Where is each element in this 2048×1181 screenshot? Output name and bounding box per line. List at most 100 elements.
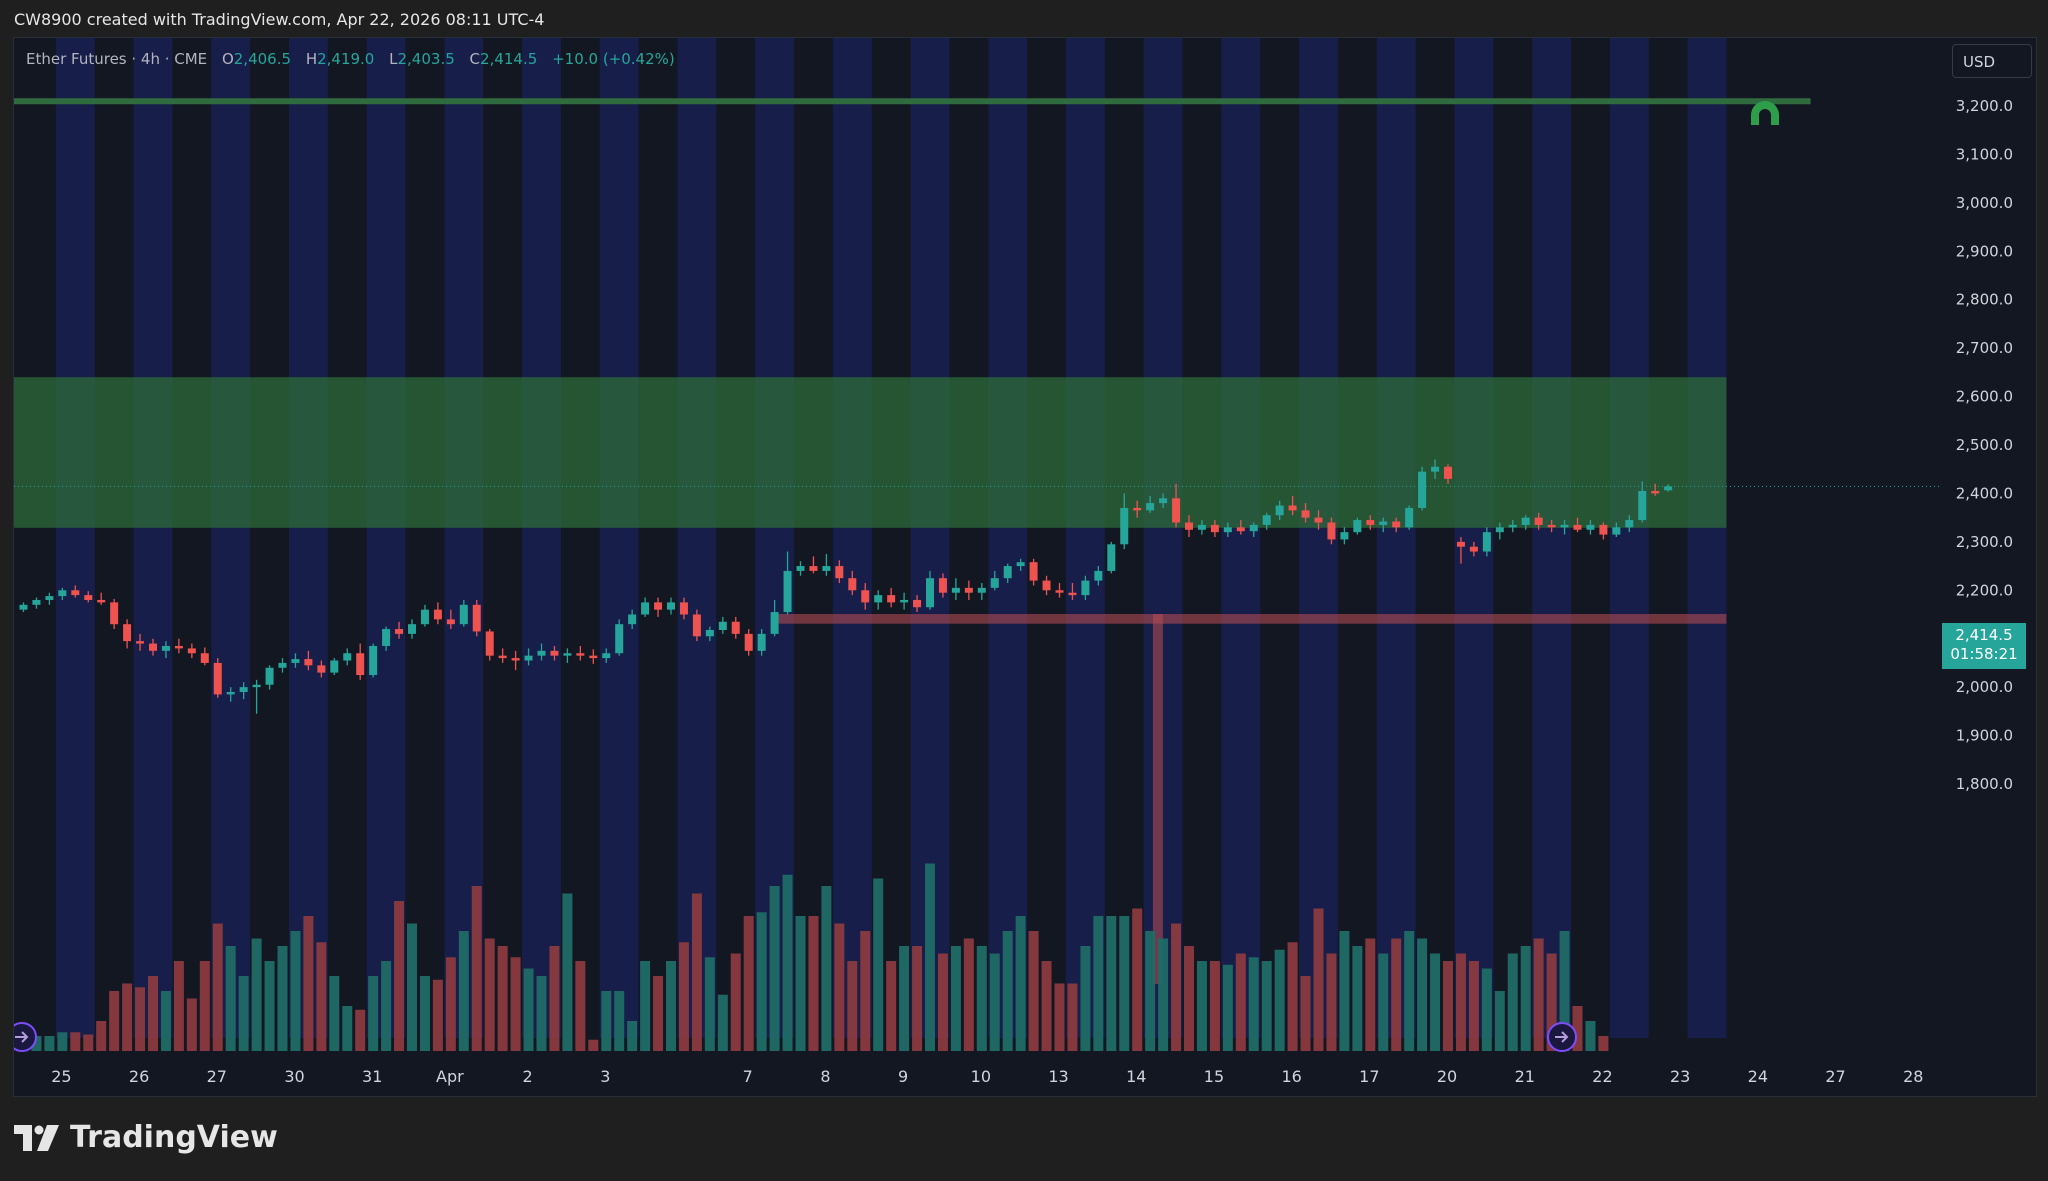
volume-bar [950, 946, 961, 1051]
candle-body [1159, 498, 1168, 504]
volume-bar [355, 1009, 366, 1051]
candle-body [317, 665, 326, 673]
candle-body [1288, 505, 1297, 511]
volume-bar [1572, 1006, 1583, 1051]
chart-pane[interactable]: 3,200.0 3,100.0 3,000.0 2,900.0 2,800.0 2,700… [13, 37, 2037, 1097]
time-tick-label: 28 [1903, 1067, 1923, 1086]
candle-body [654, 602, 663, 610]
volume-bar [1313, 908, 1324, 1051]
time-tick-label: 21 [1515, 1067, 1535, 1086]
replay-arrow-glyph [1555, 1031, 1569, 1043]
candle-body [58, 590, 67, 597]
volume-bar [1041, 961, 1052, 1051]
volume-bar [1158, 938, 1169, 1051]
price-axis [1940, 38, 2036, 1096]
candle-body [252, 684, 261, 688]
volume-bar [1209, 961, 1220, 1051]
bar-countdown: 01:58:21 [1950, 645, 2018, 663]
candle-body [938, 578, 947, 593]
candle-body [887, 595, 896, 603]
volume-bar [588, 1039, 599, 1051]
candle-body [718, 621, 727, 630]
currency-button[interactable]: USD [1952, 44, 2032, 78]
volume-bar [899, 946, 910, 1051]
time-tick-label: 25 [51, 1067, 71, 1086]
volume-bar [1391, 938, 1402, 1051]
candle-body [848, 578, 857, 591]
price-tick-label: 1,900.0 [1956, 727, 2013, 745]
session-band [677, 38, 717, 1038]
candle-body [1042, 580, 1051, 591]
candle-body [809, 566, 818, 571]
volume-bar [497, 946, 508, 1051]
volume-bar [562, 893, 573, 1051]
volume-bar [1352, 946, 1363, 1051]
candle-body [1482, 532, 1491, 552]
volume-bar [109, 991, 120, 1051]
candle-body [278, 662, 287, 668]
volume-bar [1468, 961, 1479, 1051]
volume-bar [1455, 953, 1466, 1051]
candle-body [913, 599, 922, 608]
supply-zone [14, 377, 1727, 528]
candle-body [408, 624, 416, 634]
session-band [1687, 38, 1727, 1038]
candle-body [1068, 592, 1077, 596]
volume-bar [83, 1034, 94, 1051]
price-chart[interactable]: 3,200.0 3,100.0 3,000.0 2,900.0 2,800.0 2,700… [14, 38, 2036, 1096]
volume-bar [1365, 938, 1376, 1051]
candle-body [433, 609, 442, 620]
candle-body [1651, 491, 1660, 494]
session-band [522, 38, 561, 1038]
time-axis [14, 1051, 2036, 1096]
volume-bar [1533, 938, 1544, 1051]
session-band [133, 38, 173, 1038]
volume-bar [523, 968, 534, 1051]
price-tick-label: 3,200.0 [1956, 97, 2013, 115]
candle-body [239, 687, 248, 692]
support-drop-line [1152, 614, 1163, 984]
time-tick-label: 2 [523, 1067, 533, 1086]
session-band [1532, 38, 1572, 1038]
volume-bar [1598, 1036, 1609, 1051]
volume-bar [458, 931, 469, 1051]
candle-body [1573, 524, 1582, 530]
volume-bar [1326, 953, 1337, 1051]
magnet-icon[interactable] [1751, 101, 1779, 125]
replay-arrow-icon[interactable] [14, 1022, 37, 1052]
volume-bar [199, 961, 210, 1051]
candle-body [1418, 471, 1427, 508]
volume-bar [627, 1021, 638, 1051]
candle-body [32, 599, 41, 605]
candle-body [395, 629, 404, 634]
tradingview-logo[interactable]: TradingView [14, 1120, 278, 1155]
volume-bar [1559, 931, 1570, 1051]
session-band [1065, 38, 1105, 1038]
volume-bar [1339, 931, 1350, 1051]
volume-bar [886, 961, 897, 1051]
time-tick-label: 13 [1048, 1067, 1068, 1086]
candle-body [951, 587, 960, 593]
time-tick-label: 30 [284, 1067, 304, 1086]
candle-body [446, 619, 455, 625]
candle-body [1547, 524, 1556, 528]
candle-body [1431, 466, 1440, 472]
candle-body [1249, 524, 1258, 532]
volume-bar [342, 1006, 353, 1051]
session-band [444, 38, 484, 1038]
candle-body [524, 655, 533, 661]
symbol-title[interactable]: Ether Futures · 4h · CME [26, 50, 208, 68]
volume-bar [1520, 946, 1531, 1051]
volume-bar [756, 912, 767, 1051]
time-tick-label: 20 [1437, 1067, 1457, 1086]
session-band [1609, 38, 1649, 1038]
replay-arrow-icon[interactable] [1547, 1022, 1577, 1052]
attribution-text: CW8900 created with TradingView.com, Apr… [14, 10, 545, 29]
volume-bar [1430, 953, 1441, 1051]
volume-bar [1015, 916, 1026, 1051]
candle-body [1262, 515, 1271, 525]
price-tick-label: 2,600.0 [1956, 388, 2013, 406]
volume-bar [912, 946, 923, 1051]
price-tick-label: 2,400.0 [1956, 484, 2013, 502]
volume-bar [1184, 946, 1194, 1051]
